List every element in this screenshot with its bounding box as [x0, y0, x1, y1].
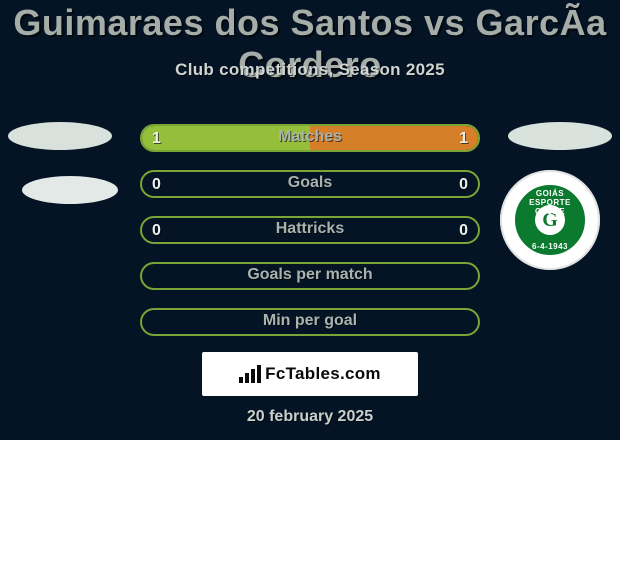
stat-value-left: 1	[152, 126, 161, 154]
stat-row: 11	[140, 124, 480, 152]
stat-row	[140, 308, 480, 336]
stat-value-right: 0	[459, 218, 468, 246]
club-ring-top: GOIÁS ESPORTE CLUBE	[515, 189, 585, 216]
player-left-club-placeholder	[22, 176, 118, 204]
player-right-photo-placeholder	[508, 122, 612, 150]
stat-value-left: 0	[152, 218, 161, 246]
stat-bar-left	[142, 126, 310, 150]
player-left-photo-placeholder	[8, 122, 112, 150]
brand-box: FcTables.com	[202, 352, 418, 396]
club-ring-bottom: 6-4-1943	[515, 242, 585, 251]
bar-chart-icon	[239, 365, 261, 383]
player-right-club-badge: GOIÁS ESPORTE CLUBE 6-4-1943 G	[500, 170, 600, 270]
stat-row: 00	[140, 170, 480, 198]
subtitle: Club competitions, Season 2025	[0, 60, 620, 80]
brand-text: FcTables.com	[265, 364, 381, 384]
stat-value-right: 0	[459, 172, 468, 200]
stat-value-left: 0	[152, 172, 161, 200]
footer-date: 20 february 2025	[0, 408, 620, 426]
stat-value-right: 1	[459, 126, 468, 154]
comparison-card: Guimaraes dos Santos vs GarcÃ­a Cordero …	[0, 0, 620, 440]
stat-row: 00	[140, 216, 480, 244]
stat-bar-right	[310, 126, 478, 150]
stat-row	[140, 262, 480, 290]
